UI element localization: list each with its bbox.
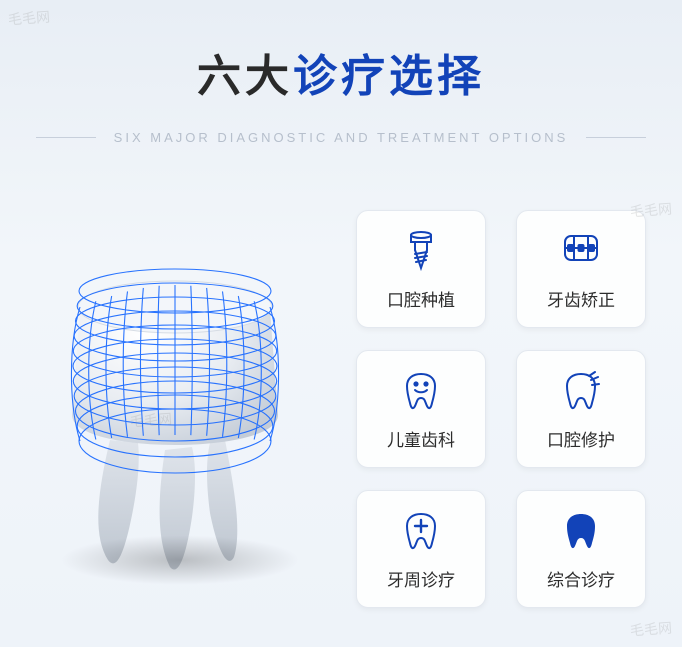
child-tooth-icon: [399, 368, 443, 412]
service-card-label: 牙齿矫正: [547, 286, 615, 311]
hero-tooth-illustration: [20, 255, 330, 585]
service-card-child-tooth[interactable]: 儿童齿科: [356, 350, 486, 468]
subtitle: SIX MAJOR DIAGNOSTIC AND TREATMENT OPTIO…: [114, 130, 569, 145]
service-card-label: 儿童齿科: [387, 426, 455, 451]
implant-icon: [399, 228, 443, 272]
service-card-solid-tooth[interactable]: 综合诊疗: [516, 490, 646, 608]
tooth-shadow: [60, 535, 300, 585]
subtitle-row: SIX MAJOR DIAGNOSTIC AND TREATMENT OPTIO…: [0, 130, 682, 145]
service-card-braces[interactable]: 牙齿矫正: [516, 210, 646, 328]
service-card-repair-tooth[interactable]: 口腔修护: [516, 350, 646, 468]
service-card-grid: 口腔种植 牙齿矫正儿童齿科 口腔修护牙周诊疗 综合诊疗: [356, 210, 646, 608]
braces-icon: [559, 228, 603, 272]
service-card-label: 口腔修护: [547, 426, 615, 451]
solid-tooth-icon: [559, 508, 603, 552]
page-root: { "title": { "part1": "六大", "part2": "诊疗…: [0, 0, 682, 647]
rule-right: [586, 137, 646, 138]
title-part2: 诊疗选择: [293, 52, 485, 101]
rule-left: [36, 137, 96, 138]
service-card-label: 口腔种植: [387, 286, 455, 311]
repair-tooth-icon: [559, 368, 603, 412]
service-card-label: 牙周诊疗: [387, 566, 455, 591]
service-card-perio-tooth[interactable]: 牙周诊疗: [356, 490, 486, 608]
service-card-label: 综合诊疗: [547, 566, 615, 591]
watermark: 毛毛网: [629, 618, 672, 641]
service-card-implant[interactable]: 口腔种植: [356, 210, 486, 328]
title-block: 六大诊疗选择 SIX MAJOR DIAGNOSTIC AND TREATMEN…: [0, 0, 682, 145]
perio-tooth-icon: [399, 508, 443, 552]
main-title: 六大诊疗选择: [0, 40, 682, 104]
title-part1: 六大: [197, 52, 293, 101]
